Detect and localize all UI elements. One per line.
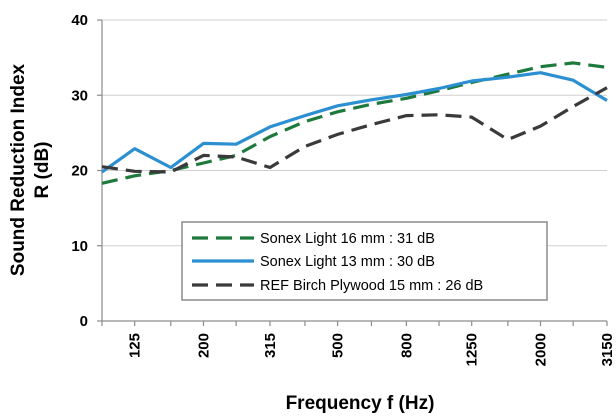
x-axis-title: Frequency f (Hz) bbox=[286, 393, 435, 414]
x-tick-label: 3150 bbox=[599, 333, 616, 366]
y-tick-labels: 0 10 20 30 40 bbox=[71, 12, 88, 330]
series-lines bbox=[102, 63, 607, 183]
series-line-3 bbox=[102, 88, 607, 172]
x-tick-label: 315 bbox=[262, 333, 279, 358]
y-axis-title-line-2: R (dB) bbox=[32, 142, 53, 199]
y-tick-label: 30 bbox=[71, 87, 88, 104]
x-tick-label: 2000 bbox=[533, 333, 550, 366]
x-tick-labels: 125 200 315 500 800 1250 2000 3150 bbox=[127, 333, 616, 366]
series-line-1 bbox=[102, 63, 607, 183]
y-tick-label: 0 bbox=[80, 313, 88, 330]
y-tick-label: 40 bbox=[71, 12, 88, 29]
series-line-2 bbox=[102, 73, 607, 172]
x-tick-label: 500 bbox=[330, 333, 347, 358]
y-axis-title-line-1: Sound Reduction Index bbox=[8, 63, 29, 276]
y-tick-label: 10 bbox=[71, 238, 88, 255]
y-tick-label: 20 bbox=[71, 163, 88, 180]
y-axis-title: Sound Reduction Index R (dB) bbox=[8, 63, 53, 276]
legend-label-3: REF Birch Plywood 15 mm : 26 dB bbox=[260, 278, 483, 294]
legend: Sonex Light 16 mm : 31 dB Sonex Light 13 … bbox=[182, 222, 547, 300]
x-tick-label: 800 bbox=[398, 333, 415, 358]
legend-label-1: Sonex Light 16 mm : 31 dB bbox=[260, 231, 435, 247]
grid-lines bbox=[102, 20, 607, 246]
legend-label-2: Sonex Light 13 mm : 30 dB bbox=[260, 254, 435, 270]
x-tick-label: 1250 bbox=[464, 333, 481, 366]
x-tick-label: 200 bbox=[195, 333, 212, 358]
x-tick-label: 125 bbox=[127, 333, 144, 358]
